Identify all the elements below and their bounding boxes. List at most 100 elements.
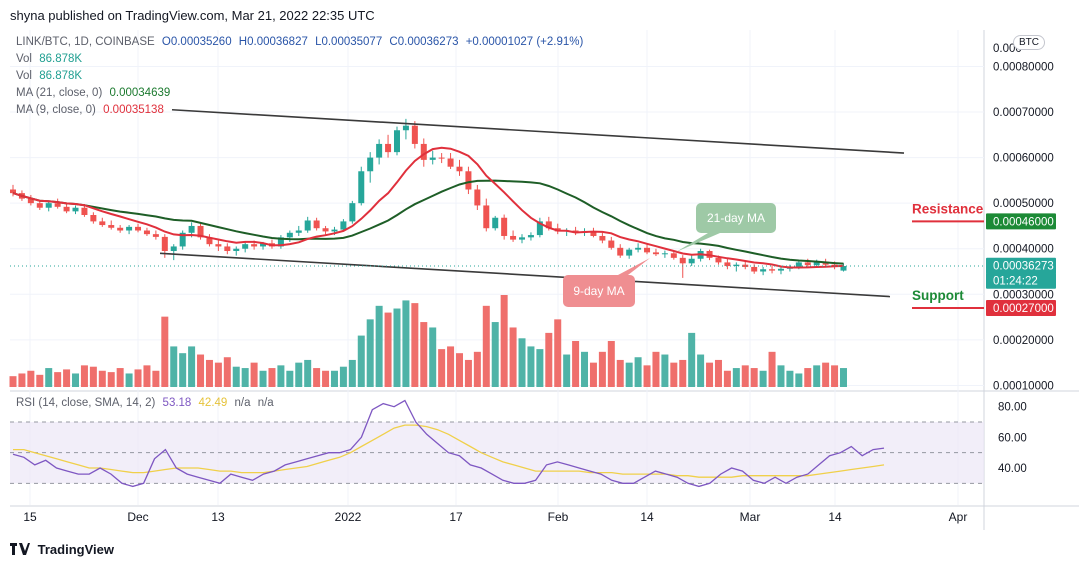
candle-body	[519, 237, 526, 240]
volume-bar	[768, 351, 776, 387]
volume-bar	[572, 341, 580, 387]
candle-body	[429, 157, 436, 160]
legend-ma21-row[interactable]: MA (21, close, 0) 0.00034639	[16, 87, 174, 99]
candle-body	[679, 257, 686, 264]
volume-bars	[9, 295, 847, 387]
price-tick-label: 0.00020000	[993, 335, 1054, 347]
volume-bar	[232, 366, 240, 387]
candle-body	[411, 125, 418, 144]
price-tick-label: 0.00050000	[993, 198, 1054, 210]
candle-body	[340, 221, 347, 230]
legend-rsi-row[interactable]: RSI (14, close, SMA, 14, 2) 53.18 42.49 …	[16, 397, 278, 409]
candle-body	[608, 240, 615, 248]
volume-bar	[563, 354, 571, 387]
volume-bar	[777, 365, 785, 387]
volume-bar	[518, 338, 526, 387]
tradingview-logo-icon	[10, 543, 30, 558]
candle-body	[483, 205, 490, 229]
rsi-line	[12, 399, 885, 488]
candle-body	[385, 143, 392, 153]
candle-body	[179, 232, 186, 247]
legend-ma9-label: MA (9, close, 0)	[16, 104, 96, 116]
volume-bar	[375, 305, 383, 387]
legend-vol-row-1[interactable]: Vol 86.878K	[16, 53, 86, 65]
moving-averages	[12, 146, 844, 269]
legend-ma21-label: MA (21, close, 0)	[16, 87, 103, 99]
candle-body	[304, 220, 311, 231]
candle-body	[715, 257, 722, 263]
volume-bar	[706, 362, 714, 387]
volume-bar	[688, 332, 696, 387]
volume-bar	[98, 370, 106, 387]
currency-badge[interactable]: BTC	[1013, 35, 1045, 50]
candle-body	[126, 226, 133, 231]
volume-bar	[598, 351, 606, 387]
publisher-line: shyna published on TradingView.com, Mar …	[10, 8, 375, 23]
candle-body	[286, 232, 293, 238]
volume-bar	[161, 316, 169, 387]
volume-bar	[411, 303, 419, 387]
ma21-callout-box	[696, 203, 776, 233]
candle-body	[10, 189, 16, 194]
volume-bar	[63, 369, 71, 387]
header-bar: shyna published on TradingView.com, Mar …	[0, 0, 1079, 30]
volume-bar	[732, 368, 740, 387]
volume-bar	[786, 370, 794, 387]
legend-ohlc-row: LINK/BTC, 1D, COINBASE O0.00035260 H0.00…	[16, 36, 587, 48]
countdown-tag: 01:24:22	[993, 276, 1038, 288]
legend-ma9-value: 0.00035138	[103, 104, 164, 116]
volume-bar	[670, 362, 678, 387]
candle-body	[27, 198, 34, 204]
support-price-tag: 0.00027000	[993, 303, 1054, 315]
candle-body	[376, 143, 383, 158]
time-axis: 15 Dec 13 2022 17 Feb 14 Mar 14 Apr	[23, 510, 967, 524]
volume-bar	[831, 365, 839, 387]
volume-bar	[447, 346, 455, 387]
support-label: Support	[912, 288, 964, 303]
volume-bar	[723, 370, 731, 387]
volume-bar	[384, 312, 392, 387]
volume-bar	[697, 354, 705, 387]
volume-bar	[500, 295, 508, 387]
support-price-tag-bg	[986, 299, 1056, 316]
volume-bar	[759, 370, 767, 387]
tradingview-footer[interactable]: TradingView	[10, 542, 114, 558]
ma21-line	[12, 179, 844, 265]
ma9-callout-pointer	[618, 258, 650, 275]
volume-bar	[72, 373, 80, 387]
volume-bar	[750, 368, 758, 387]
candle-body	[644, 247, 651, 253]
candle-body	[152, 234, 159, 237]
volume-bar	[313, 368, 321, 387]
candle-body	[206, 237, 213, 245]
volume-bar	[134, 369, 142, 387]
candle-body	[492, 217, 499, 229]
volume-bar	[822, 362, 830, 387]
price-tick-label: 0.00080000	[993, 61, 1054, 73]
trend-channel	[10, 108, 984, 298]
candle-body	[81, 207, 88, 216]
legend-vol-value: 86.878K	[39, 53, 83, 65]
ma9-line	[12, 146, 844, 269]
candle-body	[760, 269, 767, 272]
annotations: Resistance Support 21-day MA 9-day MA	[563, 201, 984, 309]
legend-ma9-row[interactable]: MA (9, close, 0) 0.00035138	[16, 104, 168, 116]
time-tick-label: 17	[449, 510, 463, 524]
last-price-tag: 0.00036273	[993, 261, 1054, 273]
candle-body	[536, 221, 543, 236]
candle-body	[393, 130, 400, 153]
legend-vol-row-2[interactable]: Vol 86.878K	[16, 70, 86, 82]
ma9-callout-text: 9-day MA	[573, 284, 624, 298]
candle-body	[617, 247, 624, 256]
ma21-callout-text: 21-day MA	[707, 211, 765, 225]
volume-bar	[339, 366, 347, 387]
candle-body	[295, 230, 302, 233]
candle-body	[367, 157, 374, 172]
time-tick-label: 15	[23, 510, 37, 524]
last-price-tag-bg	[986, 257, 1056, 274]
volume-bar	[18, 373, 26, 387]
price-tick-label: 0.00040000	[993, 244, 1054, 256]
legend-symbol[interactable]: LINK/BTC, 1D, COINBASE	[16, 36, 155, 48]
candle-body	[251, 244, 258, 247]
